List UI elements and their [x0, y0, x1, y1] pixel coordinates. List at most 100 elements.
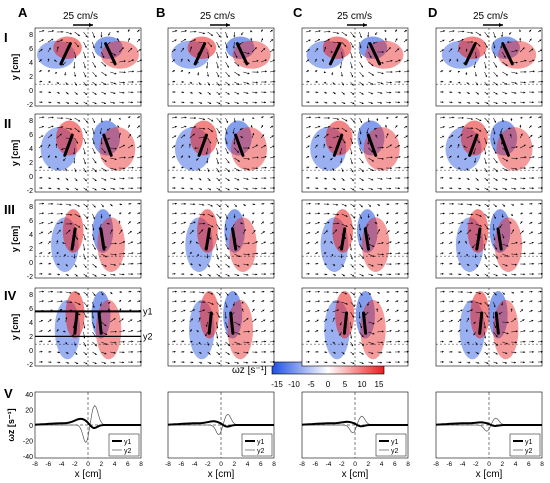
- velocity-arrowhead: [470, 135, 473, 137]
- velocity-arrowhead: [308, 320, 310, 323]
- velocity-arrowhead: [130, 47, 133, 50]
- velocity-arrowhead: [451, 135, 454, 137]
- velocity-arrowhead: [130, 241, 133, 244]
- velocity-arrowhead: [484, 56, 487, 59]
- velocity-arrowhead: [119, 299, 122, 302]
- velocity-arrowhead: [351, 170, 354, 173]
- velocity-arrowhead: [203, 118, 206, 121]
- velocity-arrowhead: [83, 66, 86, 69]
- velocity-arrowhead: [324, 252, 327, 255]
- velocity-arrowhead: [377, 291, 380, 294]
- velocity-arrowhead: [255, 340, 258, 343]
- velocity-arrowhead: [226, 205, 229, 208]
- velocity-arrowhead: [69, 32, 72, 35]
- velocity-arrowhead: [103, 188, 106, 191]
- velocity-arrowhead: [273, 187, 275, 190]
- velocity-arrowhead: [523, 81, 526, 84]
- velocity-arrowhead: [49, 262, 52, 265]
- velocity-arrowhead: [129, 230, 132, 233]
- velocity-arrowhead: [404, 30, 407, 32]
- y-tick-label: 4: [29, 232, 33, 239]
- velocity-arrowhead: [63, 158, 66, 161]
- velocity-arrowhead: [56, 251, 59, 254]
- velocity-arrowhead: [406, 320, 409, 323]
- field-panel-d-iv: [435, 287, 543, 367]
- velocity-arrowhead: [460, 309, 463, 312]
- velocity-arrowhead: [478, 204, 481, 207]
- velocity-arrowhead: [129, 300, 132, 303]
- velocity-arrowhead: [540, 272, 543, 275]
- x-tick-label: -2: [339, 461, 345, 468]
- velocity-arrowhead: [398, 187, 401, 190]
- velocity-arrowhead: [239, 128, 242, 130]
- vorticity-region-negative: [357, 120, 385, 156]
- velocity-arrowhead: [74, 74, 77, 77]
- velocity-arrowhead: [209, 237, 212, 240]
- velocity-arrowhead: [465, 254, 468, 257]
- velocity-arrowhead: [246, 273, 249, 276]
- vorticity-region-positive: [97, 217, 125, 272]
- velocity-arrowhead: [85, 274, 88, 277]
- vorticity-region-positive: [363, 127, 400, 171]
- velocity-arrowhead: [226, 326, 229, 329]
- velocity-arrowhead: [389, 340, 392, 343]
- velocity-arrowhead: [532, 177, 535, 180]
- x-tick-label: -6: [312, 461, 318, 468]
- velocity-arrowhead: [309, 116, 312, 119]
- velocity-arrowhead: [57, 91, 60, 94]
- velocity-arrowhead: [324, 81, 327, 84]
- velocity-arrowhead: [48, 166, 51, 169]
- velocity-arrowhead: [93, 56, 96, 59]
- velocity-arrowhead: [191, 187, 194, 190]
- velocity-arrowhead: [540, 145, 543, 148]
- velocity-arrowhead: [190, 81, 193, 84]
- velocity-arrowhead: [306, 70, 309, 73]
- velocity-arrowhead: [484, 326, 487, 329]
- velocity-arrowhead: [140, 80, 143, 83]
- velocity-arrowhead: [468, 361, 471, 364]
- velocity-arrowhead: [318, 30, 321, 33]
- velocity-arrowhead: [309, 202, 311, 205]
- velocity-arrowhead: [327, 300, 330, 303]
- velocity-arrowhead: [458, 81, 461, 84]
- velocity-arrowhead: [441, 252, 444, 255]
- velocity-arrowhead: [449, 155, 452, 158]
- velocity-arrowhead: [255, 329, 258, 332]
- velocity-arrowhead: [113, 82, 116, 85]
- velocity-arrowhead: [40, 90, 43, 94]
- velocity-arrowhead: [330, 158, 333, 161]
- velocity-arrowhead: [468, 229, 471, 232]
- velocity-arrowhead: [140, 187, 142, 190]
- velocity-arrowhead: [523, 273, 526, 276]
- velocity-arrowhead: [184, 30, 187, 33]
- velocity-arrowhead: [540, 262, 543, 265]
- velocity-arrowhead: [271, 116, 274, 119]
- velocity-arrowhead: [505, 274, 508, 276]
- velocity-arrowhead: [57, 263, 60, 266]
- velocity-arrowhead: [333, 178, 336, 181]
- velocity-arrowhead: [351, 142, 354, 145]
- velocity-arrowhead: [93, 247, 96, 250]
- velocity-arrowhead: [84, 179, 87, 182]
- velocity-arrowhead: [105, 343, 108, 345]
- velocity-arrowhead: [467, 317, 470, 320]
- vorticity-region-positive: [55, 120, 84, 156]
- velocity-arrowhead: [262, 134, 265, 137]
- velocity-arrowhead: [406, 145, 409, 148]
- velocity-arrowhead: [246, 187, 249, 190]
- velocity-arrowhead: [324, 329, 327, 332]
- velocity-arrowhead: [73, 66, 76, 69]
- velocity-arrowhead: [318, 202, 320, 205]
- velocity-arrowhead: [140, 166, 143, 169]
- y-tick-label: 8: [29, 118, 33, 125]
- fin-right: [363, 227, 370, 251]
- velocity-arrowhead: [530, 300, 533, 303]
- velocity-arrowhead: [272, 241, 275, 244]
- vorticity-region-negative: [224, 209, 245, 253]
- velocity-arrowhead: [122, 144, 125, 147]
- velocity-arrowhead: [486, 227, 489, 230]
- velocity-arrowhead: [462, 125, 465, 128]
- velocity-arrowhead: [442, 360, 444, 363]
- velocity-arrowhead: [474, 160, 477, 163]
- velocity-arrowhead: [131, 252, 134, 255]
